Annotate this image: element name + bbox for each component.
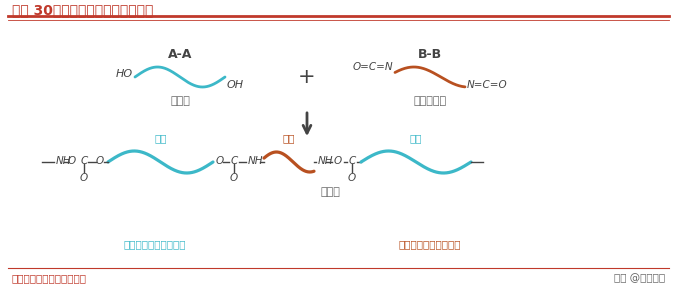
Text: O: O	[348, 173, 356, 183]
Text: 多异氰酸酯: 多异氰酸酯	[414, 96, 447, 106]
Text: OH: OH	[227, 80, 244, 90]
Text: O: O	[230, 173, 238, 183]
Text: 软段: 软段	[410, 133, 422, 143]
Text: 资料来源：中泰证券研究所: 资料来源：中泰证券研究所	[12, 273, 87, 283]
Text: NH: NH	[318, 156, 334, 166]
Text: 图表 30：聚氨酯结构与性能的关系: 图表 30：聚氨酯结构与性能的关系	[12, 3, 154, 17]
Text: 软段：橡胶性质和弹性: 软段：橡胶性质和弹性	[124, 239, 186, 249]
Text: 头条 @未来智库: 头条 @未来智库	[614, 273, 665, 283]
Text: O: O	[80, 173, 88, 183]
Text: HO: HO	[116, 69, 133, 79]
Text: 硬段: 硬段	[283, 133, 295, 143]
Text: 聚氨酯: 聚氨酯	[320, 187, 340, 197]
Text: NH: NH	[248, 156, 263, 166]
Text: NH: NH	[56, 156, 72, 166]
Text: O: O	[334, 156, 342, 166]
Text: B-B: B-B	[418, 48, 442, 62]
Text: O: O	[68, 156, 76, 166]
Text: O=C=N: O=C=N	[352, 62, 393, 72]
Text: O: O	[216, 156, 224, 166]
Text: O: O	[96, 156, 104, 166]
Text: 多元醇: 多元醇	[170, 96, 190, 106]
Text: +: +	[298, 67, 315, 87]
Text: 硬段：塑料性质和强度: 硬段：塑料性质和强度	[399, 239, 461, 249]
Text: C: C	[230, 156, 238, 166]
Text: C: C	[81, 156, 87, 166]
Text: 软段: 软段	[154, 133, 167, 143]
Text: N=C=O: N=C=O	[467, 80, 508, 90]
Text: A-A: A-A	[168, 48, 192, 62]
Text: C: C	[349, 156, 355, 166]
